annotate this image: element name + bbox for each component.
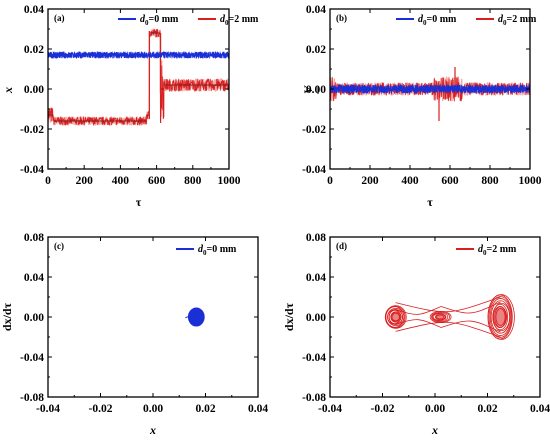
x-axis-label: x [431, 423, 438, 437]
y-tick-label: 0.02 [306, 44, 326, 56]
y-tick-label: 0.02 [24, 44, 44, 56]
y-tick-label: 0.08 [24, 232, 44, 244]
series-d0-2mm-orbit [489, 298, 512, 336]
legend-label: d0=0 mm [140, 14, 179, 27]
x-axis-label: τ [427, 195, 433, 209]
x-tick-label: 400 [112, 175, 130, 187]
y-tick-label: 0.04 [24, 4, 44, 16]
x-tick-label: 0.00 [143, 403, 163, 415]
series-d0-2mm-orbit [384, 305, 407, 329]
plot-area [330, 67, 530, 121]
y-tick-label: 0.04 [306, 4, 326, 16]
x-tick-label: 0.04 [248, 403, 268, 415]
y-axis-label: dx/dτ [0, 302, 14, 331]
x-tick-label: -0.04 [318, 403, 342, 415]
y-tick-label: -0.08 [302, 392, 326, 404]
panel-d: -0.04 -0.02 0.00 0.02 0.040.080.040.00-0.04-… [282, 232, 550, 437]
series-d0-2mm-orbit [432, 313, 447, 321]
y-axis-label: V [301, 85, 315, 94]
y-axis-label: dx/dτ [282, 302, 296, 331]
series-d0-2mm-link [395, 306, 441, 315]
x-tick-label: 200 [361, 175, 379, 187]
y-tick-label: -0.08 [20, 392, 44, 404]
y-axis-label: x [1, 87, 15, 94]
y-tick-label: 0.08 [306, 232, 326, 244]
series-d0-2mm-core [435, 314, 446, 320]
y-tick-label: -0.02 [20, 124, 44, 136]
series-d0-0mm-tail [185, 316, 191, 321]
y-tick-label: -0.04 [302, 352, 326, 364]
series-d0-2mm-orbit [431, 311, 451, 323]
y-tick-label: -0.02 [302, 124, 326, 136]
series-d0-2mm-link [440, 320, 501, 333]
x-tick-label: -0.02 [89, 403, 113, 415]
x-tick-label: 800 [184, 175, 202, 187]
panel-a: 0 200 400 600 800 1000 0.04 0.02 0.00 -0.02 -0.04 (… [1, 4, 259, 209]
series-d0-2mm-orbit [487, 294, 515, 340]
legend-label: d0=2 mm [220, 14, 259, 27]
series-d0-2mm-link [440, 301, 501, 314]
y-tick-label: 0.00 [24, 84, 44, 96]
series-d0-2mm-orbit [490, 300, 511, 334]
plot-area [384, 294, 515, 340]
plot-frame [47, 8, 230, 170]
y-tick-label: 0.00 [306, 84, 326, 96]
series-d0-2mm-link [395, 321, 501, 338]
legend-label: d0=0 mm [418, 14, 457, 27]
series-d0-2mm-link [395, 319, 441, 328]
y-tick-label: 0.04 [24, 272, 44, 284]
panel-label: (b) [336, 13, 347, 23]
series-d0-2mm-orbit [431, 312, 449, 322]
series-d0-0mm-attractor [187, 307, 205, 327]
x-tick-label: 200 [76, 175, 94, 187]
series-d0-2mm-link [395, 296, 501, 313]
series-d0-0mm [48, 51, 229, 59]
plot-area [48, 28, 229, 126]
x-axis-label: τ [136, 195, 142, 209]
legend-label: d0=0 mm [198, 244, 237, 257]
x-tick-label: -0.02 [371, 403, 395, 415]
x-tick-label: 600 [441, 175, 459, 187]
x-tick-label: 400 [401, 175, 419, 187]
x-tick-label: 0 [45, 175, 51, 187]
y-tick-label: 0.00 [306, 312, 326, 324]
x-tick-label: 1000 [218, 175, 241, 187]
panel-label: (c) [54, 241, 64, 251]
panel-label: (d) [336, 241, 347, 251]
x-tick-label: 800 [481, 175, 499, 187]
series-red-band [48, 28, 229, 126]
legend-label: d0=2 mm [478, 244, 517, 257]
x-tick-label: -0.04 [36, 403, 60, 415]
x-tick-label: 600 [148, 175, 166, 187]
panel-label: (a) [54, 13, 65, 23]
series-d0-0mm [330, 84, 530, 94]
panel-c: -0.04 -0.02 0.00 0.02 0.040.080.040.00-0.04-… [0, 232, 268, 437]
y-tick-label: -0.04 [302, 164, 326, 176]
legend-label: d0=2 mm [498, 14, 537, 27]
series-d0-2mm-orbit [488, 296, 512, 338]
y-tick-label: -0.04 [20, 164, 44, 176]
x-axis-label: x [149, 423, 156, 437]
y-tick-label: 0.04 [306, 272, 326, 284]
x-tick-label: 1000 [519, 175, 542, 187]
series-d0-2mm-core [494, 307, 508, 327]
x-tick-label: 0.02 [195, 403, 215, 415]
series-d0-2mm-core [390, 312, 401, 322]
x-tick-label: 0 [327, 175, 333, 187]
plot-area [185, 307, 205, 327]
series-d0-2mm [48, 29, 229, 126]
panel-b: 0 200 400 600 800 1000 0.04 0.02 0.00 -0.02 -0.04 (… [301, 4, 542, 209]
y-tick-label: 0.00 [24, 312, 44, 324]
x-tick-label: 0.04 [530, 403, 550, 415]
x-tick-label: 0.02 [477, 403, 497, 415]
y-tick-label: -0.04 [20, 352, 44, 364]
x-tick-label: 0.00 [425, 403, 445, 415]
plot-frame [47, 236, 259, 398]
